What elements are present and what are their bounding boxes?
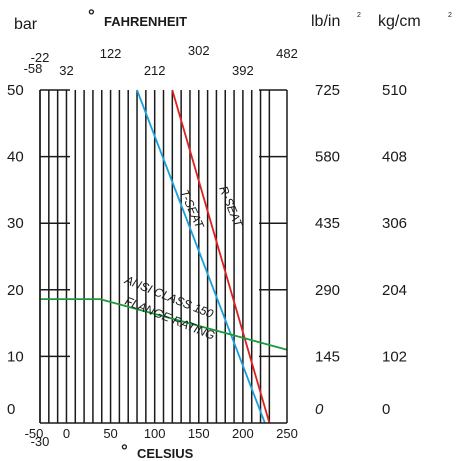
bar-tick-label: 0 — [7, 401, 15, 418]
bar-unit-header: bar — [14, 16, 38, 33]
kgcm-unit-header: kg/cm — [378, 13, 421, 30]
kgcm-unit-superscript: 2 — [448, 12, 452, 19]
celsius-tick-label: 200 — [232, 426, 254, 441]
kgcm-tick-label: 204 — [382, 282, 407, 299]
bar-tick-label: 10 — [7, 348, 24, 365]
kgcm-tick-label: 102 — [382, 348, 407, 365]
fahrenheit-tick-label: 32 — [59, 63, 73, 78]
series-line-ansi-class-150-flange-rating — [40, 298, 288, 351]
fahrenheit-tick-label: -58 — [24, 61, 43, 76]
bar-tick-label: 40 — [7, 149, 24, 166]
kgcm-tick-label: 0 — [382, 401, 390, 418]
chart-series — [40, 89, 288, 424]
plot-frame — [39, 89, 288, 424]
psi-tick-label: 725 — [315, 82, 340, 99]
psi-unit-superscript: 2 — [357, 12, 361, 19]
psi-tick-label: 145 — [315, 348, 340, 365]
celsius-tick-label: -50 — [25, 426, 44, 441]
kgcm-tick-label: 408 — [382, 149, 407, 166]
psi-tick-label: 580 — [315, 149, 340, 166]
celsius-tick-label: 250 — [276, 426, 298, 441]
psi-tick-label: 435 — [315, 215, 340, 232]
fahrenheit-tick-label: 122 — [100, 46, 122, 61]
r-seat-annotation: R-SEAT — [216, 184, 246, 231]
celsius-tick-label: 100 — [144, 426, 166, 441]
fahrenheit-tick-label: 392 — [232, 63, 254, 78]
celsius-tick-label: 150 — [188, 426, 210, 441]
bar-tick-label: 50 — [7, 82, 24, 99]
kgcm-tick-label: 510 — [382, 82, 407, 99]
fahrenheit-tick-label: 302 — [188, 43, 210, 58]
celsius-degree-symbol: ° — [121, 441, 128, 460]
celsius-tick-label: 0 — [63, 426, 70, 441]
chart-grid — [39, 90, 271, 423]
fahrenheit-tick-label: 482 — [276, 46, 298, 61]
series-line-t-seat — [136, 89, 266, 424]
chart-tick-labels: 0 10 20 30 40 50 0 145 290 435 580 725 0 102 204 306 408… — [7, 43, 407, 449]
series-line-r-seat — [171, 89, 271, 424]
celsius-tick-label: 50 — [103, 426, 117, 441]
fahrenheit-tick-label: -22 — [31, 50, 50, 65]
psi-tick-label: 0 — [315, 401, 324, 418]
fahrenheit-degree-symbol: ° — [88, 6, 95, 25]
kgcm-tick-label: 306 — [382, 215, 407, 232]
fahrenheit-axis-label: FAHRENHEIT — [104, 14, 187, 29]
bar-tick-label: 20 — [7, 282, 24, 299]
psi-tick-label: 290 — [315, 282, 340, 299]
psi-unit-header: lb/in — [311, 13, 340, 30]
celsius-tick-label: -30 — [31, 434, 50, 449]
fahrenheit-tick-label: 212 — [144, 63, 166, 78]
celsius-axis-label: CELSIUS — [137, 446, 194, 461]
bar-tick-label: 30 — [7, 215, 24, 232]
